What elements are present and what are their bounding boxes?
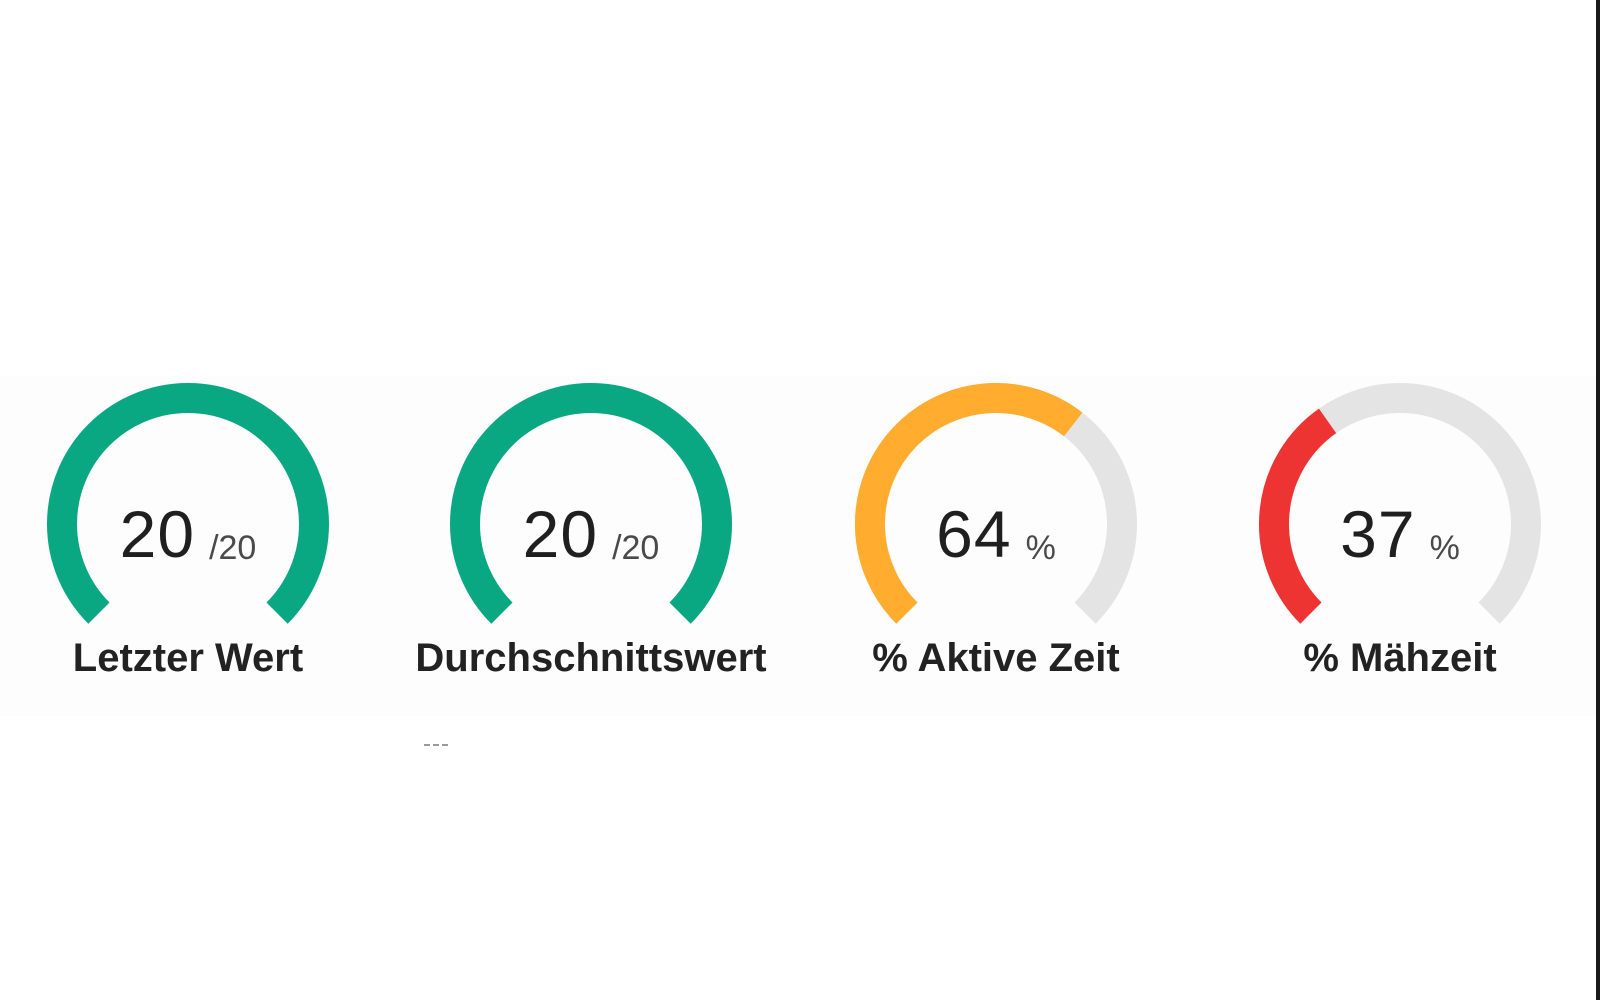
gauge-value: 37	[1340, 497, 1416, 571]
gauge-fill	[450, 383, 732, 624]
gauge-dial	[1259, 383, 1541, 624]
gauge-maehzeit: 37% % Mähzeit	[1240, 383, 1560, 694]
gauge-dial	[854, 382, 1137, 624]
gauge-dial	[450, 383, 732, 624]
gauge-unit: %	[1429, 529, 1460, 567]
gauge-aktive-zeit: 64% % Aktive Zeit	[836, 382, 1156, 694]
gauge-letzter-wert: 20/20 Letzter Wert	[28, 383, 348, 694]
gauge-unit: %	[1025, 529, 1056, 567]
gauge-label: % Mähzeit	[1303, 636, 1497, 680]
gauge-readout: 37%	[1240, 496, 1560, 572]
gauge-label: Durchschnittswert	[415, 636, 767, 680]
gauge-durchschnittswert: 20/20 Durchschnittswert	[415, 383, 767, 694]
gauge-fill	[47, 383, 329, 624]
gauge-label: Letzter Wert	[72, 636, 304, 680]
gauge-unit: /20	[612, 529, 660, 567]
gauge-value: 20	[119, 497, 196, 571]
gauge-readout: 20/20	[28, 496, 348, 572]
gauge-unit: /20	[209, 529, 257, 567]
gauge-value: 64	[936, 497, 1012, 571]
window-edge	[1596, 0, 1600, 1000]
gauge-dial	[47, 383, 329, 624]
gauge-readout: 20/20	[431, 496, 751, 572]
dash-divider	[424, 744, 448, 746]
gauge-label: % Aktive Zeit	[872, 636, 1120, 680]
gauge-readout: 64%	[836, 496, 1156, 572]
gauge-fill	[854, 382, 1083, 624]
gauge-value: 20	[522, 497, 599, 571]
gauge-fill	[1259, 408, 1337, 624]
